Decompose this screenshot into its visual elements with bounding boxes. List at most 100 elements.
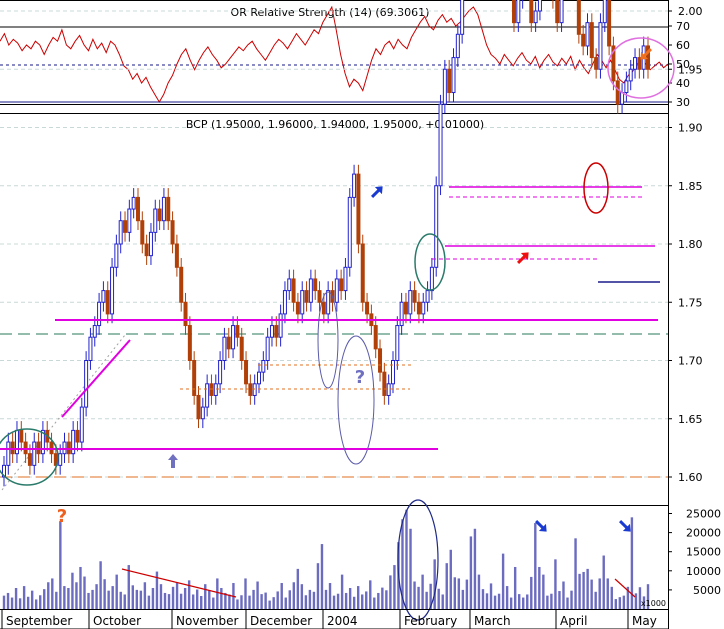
candle	[222, 336, 227, 362]
candle	[624, 80, 629, 94]
candle	[79, 406, 84, 443]
candle	[101, 290, 106, 303]
price-ytick-label: 1.65	[678, 413, 703, 426]
price-ytick-label: 1.95	[678, 63, 703, 76]
volume-bar	[348, 587, 352, 609]
candle	[110, 266, 115, 315]
volume-bar	[421, 574, 424, 609]
volume-bar	[59, 521, 62, 609]
volume-bar	[30, 590, 34, 609]
candle	[148, 231, 153, 257]
volume-bar	[115, 574, 118, 609]
volume-bar	[187, 580, 191, 609]
volume-bar	[183, 587, 187, 609]
volume-bar	[328, 583, 332, 609]
volume-bar	[204, 584, 207, 609]
candle	[161, 196, 166, 222]
volume-bar	[220, 587, 223, 609]
volume-bar	[417, 586, 420, 609]
candle	[607, 0, 612, 47]
blue-up-arrow-icon	[370, 186, 383, 199]
candle	[287, 278, 292, 292]
volume-bar	[320, 544, 324, 609]
volume-bar	[594, 591, 597, 609]
candle	[127, 208, 132, 233]
candle	[304, 290, 309, 303]
candle	[97, 301, 102, 327]
rsi-ytick-label: 30	[676, 96, 690, 109]
volume-bar	[91, 589, 94, 609]
candle	[529, 0, 534, 24]
candle	[218, 360, 223, 385]
candle	[451, 57, 456, 94]
volume-bar	[22, 586, 26, 609]
volume-bar	[473, 528, 477, 609]
candle	[58, 453, 63, 466]
volume-bar	[87, 592, 90, 609]
candle	[62, 441, 67, 455]
candle	[10, 441, 15, 455]
candle	[92, 325, 97, 338]
volume-bar	[276, 591, 279, 609]
candle	[321, 301, 326, 315]
volume-bar	[638, 587, 642, 609]
candle	[32, 441, 37, 466]
volume-bar	[598, 578, 601, 609]
candle	[274, 325, 279, 338]
candle	[179, 266, 184, 303]
candle	[123, 220, 128, 233]
volume-bar	[538, 566, 541, 609]
volume-bar	[324, 589, 328, 609]
volume-bar	[522, 597, 525, 609]
candle	[434, 185, 439, 268]
volume-bar	[191, 594, 195, 609]
candle	[425, 290, 430, 303]
volume-bar	[316, 563, 320, 609]
volume-bar	[344, 592, 348, 609]
volume-ytick-label: 5000	[693, 584, 721, 597]
x-tick-label: October	[93, 614, 141, 628]
candle	[399, 301, 404, 327]
volume-bar	[622, 595, 626, 609]
candle	[421, 301, 426, 315]
volume-bar	[562, 581, 565, 609]
volume-bar	[55, 591, 58, 609]
volume-bar	[296, 568, 300, 609]
candle	[339, 278, 344, 292]
volume-bar	[312, 591, 316, 609]
candle	[118, 220, 123, 245]
volume-bar	[10, 597, 14, 609]
volume-bar	[497, 593, 501, 609]
candle	[282, 290, 287, 315]
volume-bar	[151, 587, 155, 609]
candle	[114, 243, 119, 268]
volume-bar	[248, 595, 251, 609]
candle	[105, 290, 110, 315]
candle	[352, 173, 357, 198]
volume-bar	[381, 587, 384, 609]
circle-annotation-september	[0, 428, 59, 486]
volume-bar	[513, 566, 517, 609]
circle-annotation-rsi	[607, 37, 675, 99]
volume-bar	[107, 590, 110, 609]
rsi-line	[0, 5, 669, 103]
uptrend-line	[61, 339, 131, 418]
volume-bar	[453, 577, 456, 609]
candle	[75, 429, 80, 443]
candle	[153, 208, 158, 233]
volume-bar	[441, 594, 444, 609]
candle	[235, 325, 240, 338]
candle	[66, 441, 71, 455]
volume-bar	[260, 594, 263, 609]
volume-bar	[143, 582, 147, 609]
price-ytick-label: 1.85	[678, 180, 703, 193]
volume-bar	[264, 592, 267, 609]
volume-bar	[546, 595, 549, 609]
candle	[205, 383, 210, 408]
x-axis: September October November December 2004 Febr…	[0, 609, 668, 629]
volume-bar	[292, 582, 295, 609]
question-mark-purple: ?	[355, 367, 365, 388]
candle	[166, 196, 171, 222]
volume-bar	[586, 568, 589, 609]
volume-bar	[385, 590, 388, 609]
